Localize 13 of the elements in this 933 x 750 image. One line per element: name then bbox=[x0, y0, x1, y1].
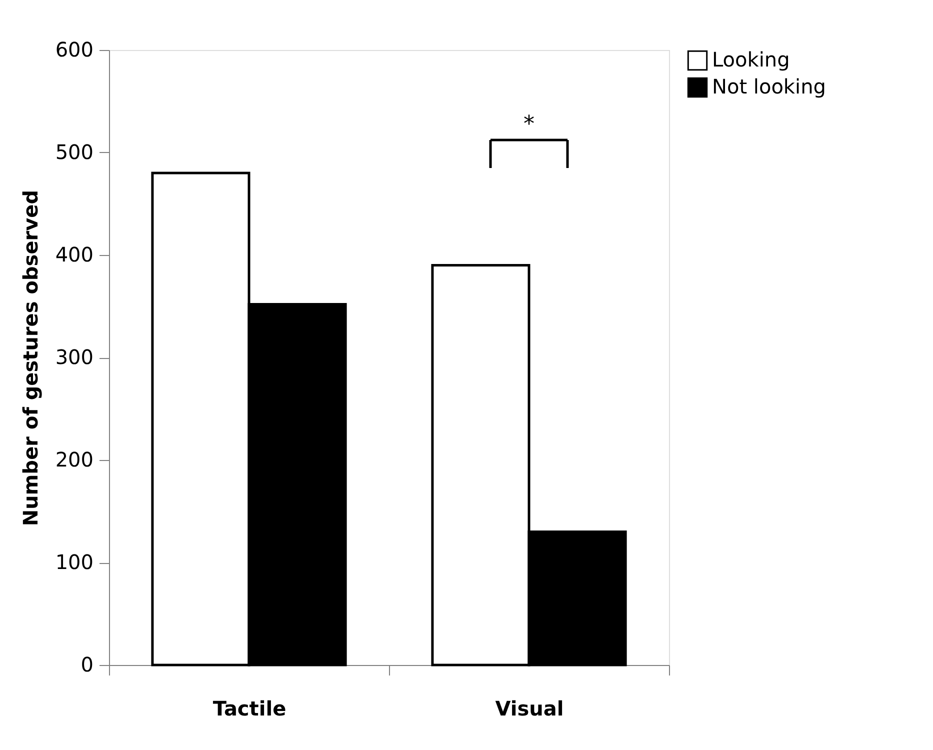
x-tick-label: Visual bbox=[495, 696, 564, 720]
y-tick-label: 400 bbox=[55, 242, 94, 266]
legend-label: Looking bbox=[712, 48, 790, 72]
y-tick-label: 100 bbox=[55, 550, 94, 574]
y-tick-label: 600 bbox=[55, 38, 94, 62]
annotation: * bbox=[524, 112, 534, 137]
y-tick-label: 500 bbox=[55, 140, 94, 164]
legend-label: Not looking bbox=[712, 74, 826, 98]
y-tick-label: 300 bbox=[55, 345, 94, 369]
y-tick-label: 200 bbox=[55, 448, 94, 472]
x-tick-label: Tactile bbox=[212, 696, 286, 720]
y-axis-title: Number of gestures observed bbox=[18, 190, 42, 526]
y-tick-label: 0 bbox=[80, 652, 94, 676]
